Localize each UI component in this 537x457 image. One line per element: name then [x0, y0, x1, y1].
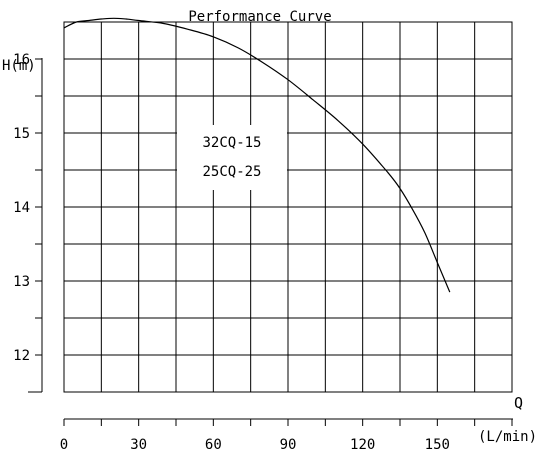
model-annotation: 32CQ-15 25CQ-25: [177, 125, 287, 190]
x-tick-label: 120: [350, 437, 375, 453]
x-tick-label: 30: [130, 437, 147, 453]
y-tick-labels: 12 13 14 15 16: [13, 52, 30, 364]
series-layer: [63, 17, 451, 293]
y-tick-label: 13: [13, 274, 30, 290]
plot-grid: [63, 21, 513, 393]
annotation-background: [177, 125, 287, 190]
x-tick-label: 60: [205, 437, 222, 453]
performance-curve-line: [63, 17, 451, 293]
y-tick-label: 12: [13, 348, 30, 364]
y-tick-label: 15: [13, 126, 30, 142]
y-tick-label: 16: [13, 52, 30, 68]
annotation-model-2: 25CQ-25: [202, 164, 261, 180]
x-tick-labels: 0 30 60 90 120 150: [60, 437, 450, 453]
y-axis-label: H(m): [2, 58, 36, 74]
x-tick-label: 0: [60, 437, 68, 453]
annotation-model-1: 32CQ-15: [202, 135, 261, 151]
x-axis-unit: (L/min): [478, 429, 537, 445]
x-tick-label: 150: [425, 437, 450, 453]
x-axis-label: Q: [514, 394, 523, 412]
x-tick-label: 90: [280, 437, 297, 453]
y-tick-label: 14: [13, 200, 30, 216]
axes: [28, 58, 513, 426]
chart-title: Performance Curve: [188, 9, 331, 25]
